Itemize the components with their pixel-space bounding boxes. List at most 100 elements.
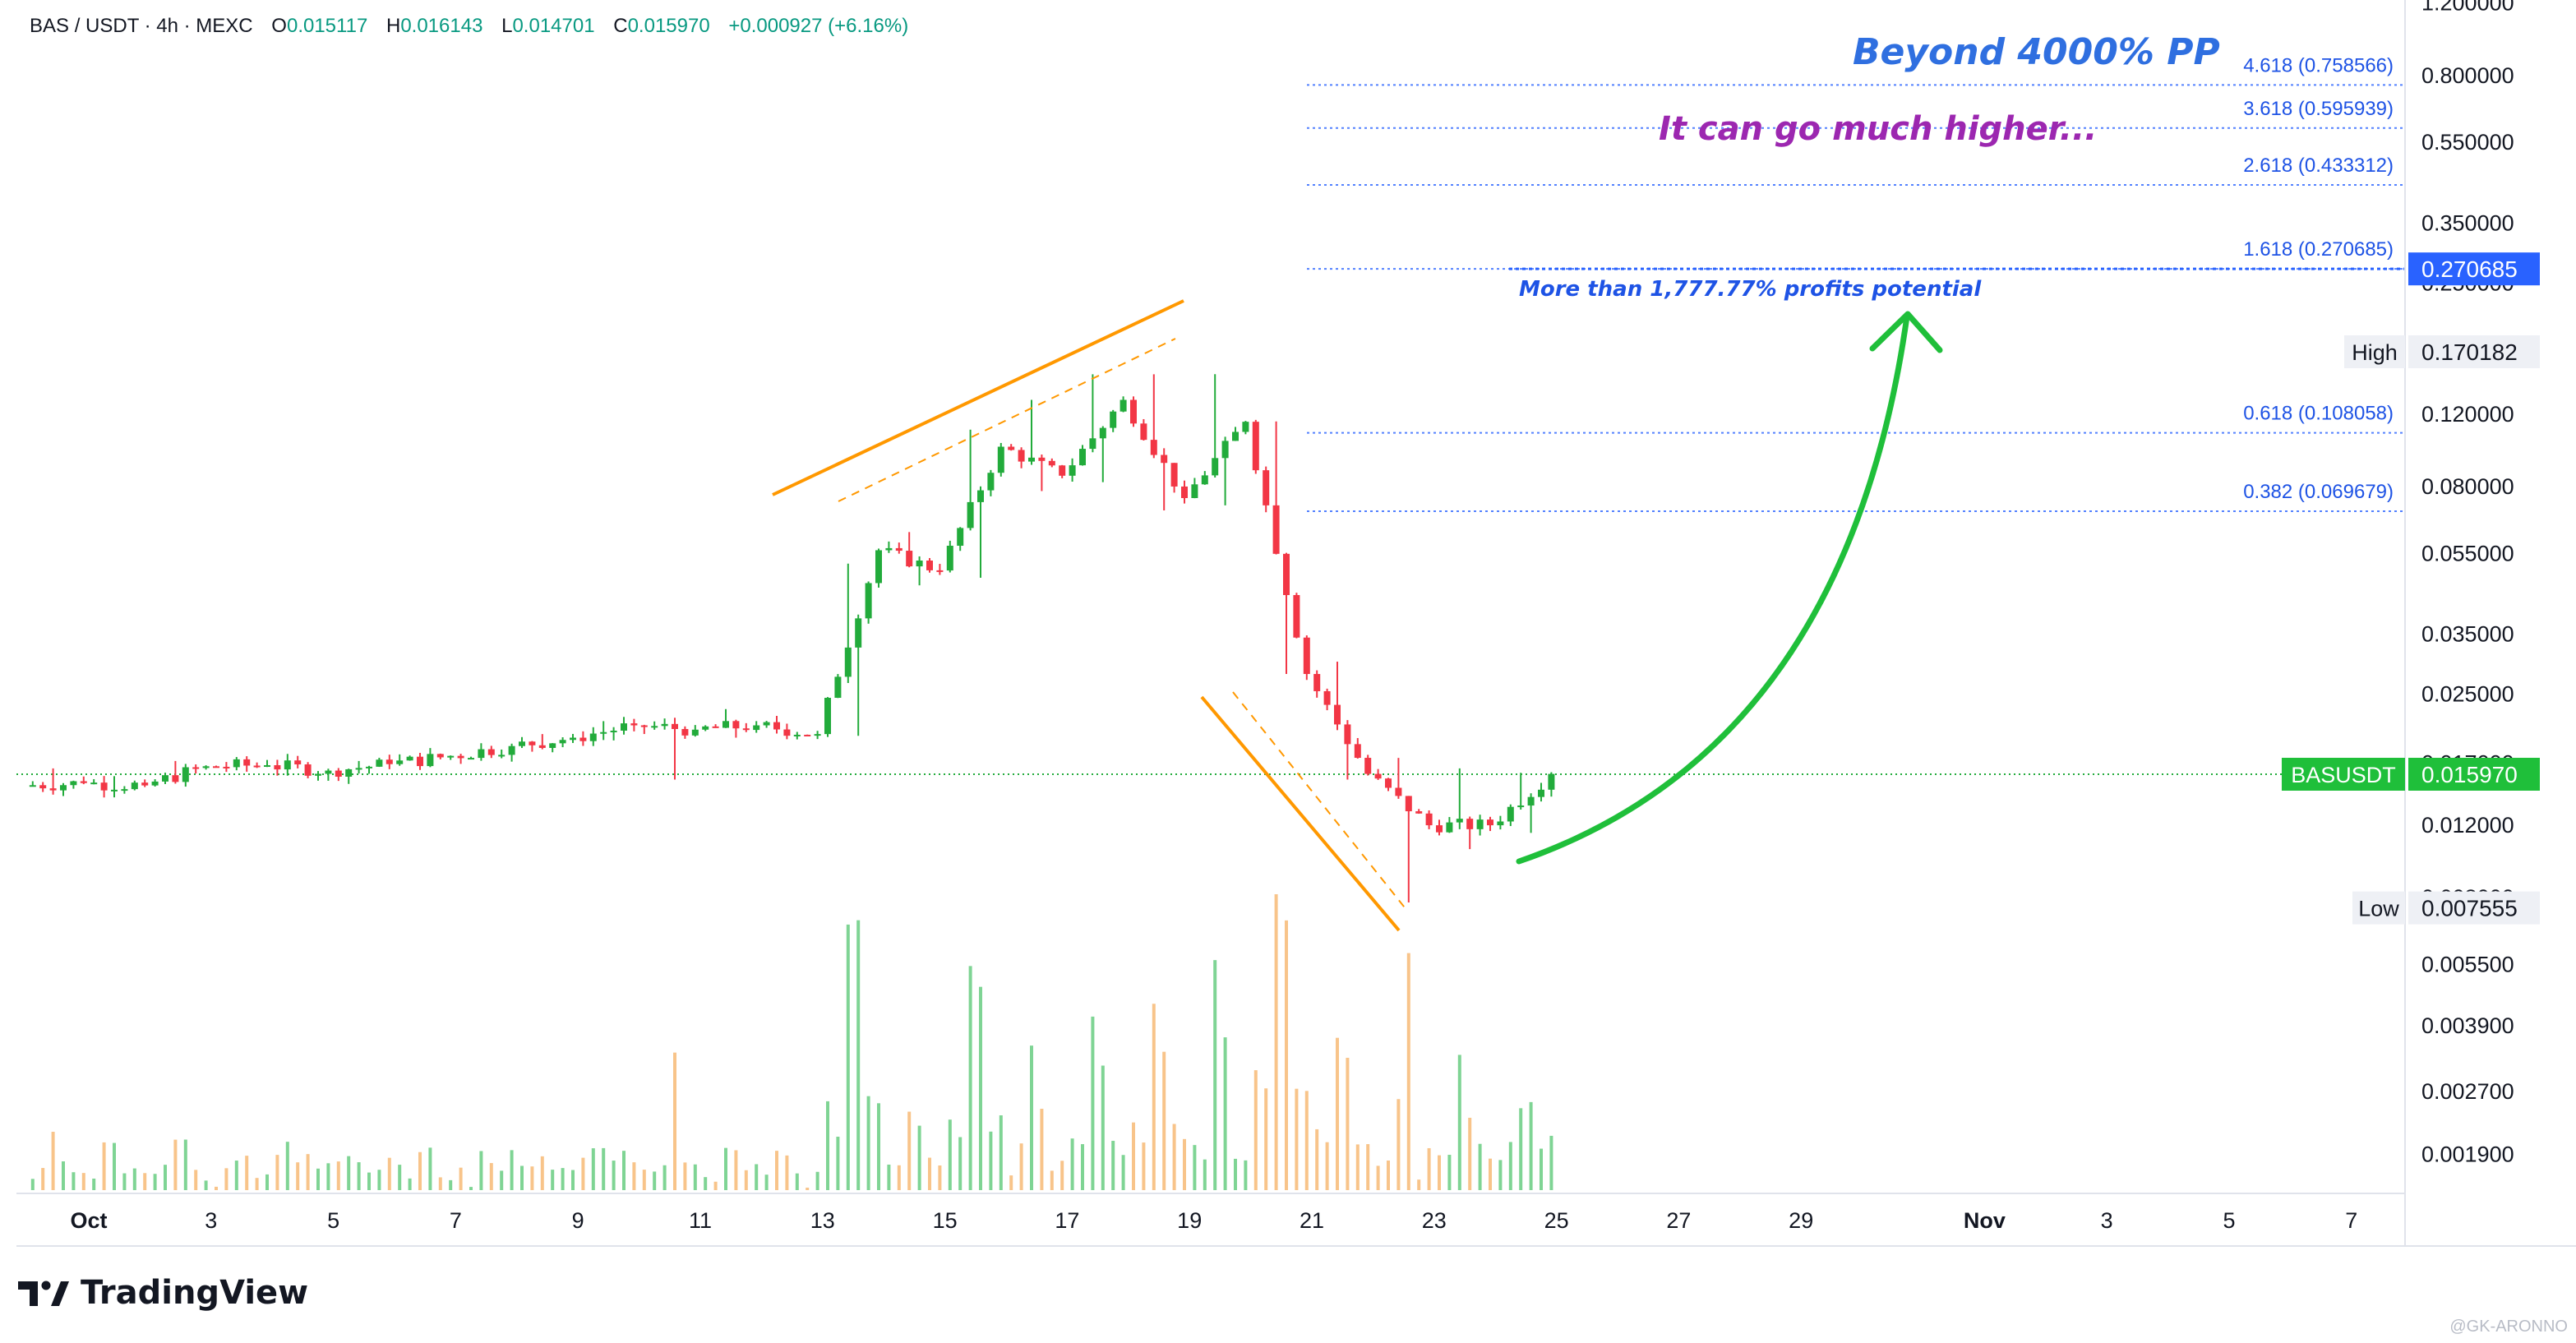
volume-bar xyxy=(1355,1144,1360,1190)
fib-level-label: 0.382 (0.069679) xyxy=(2243,481,2394,503)
volume-bar xyxy=(622,1151,626,1190)
volume-bar xyxy=(489,1163,493,1190)
volume-bar xyxy=(479,1151,483,1190)
candle-body xyxy=(1497,821,1504,826)
volume-bar xyxy=(92,1178,96,1190)
candle-body xyxy=(987,473,995,491)
candle-body xyxy=(468,758,474,760)
volume-bar xyxy=(938,1165,942,1190)
candle-body xyxy=(1212,458,1219,476)
volume-bar xyxy=(581,1157,585,1190)
volume-bar xyxy=(561,1168,565,1190)
time-tick-label: Oct xyxy=(70,1208,107,1233)
volume-bar xyxy=(326,1163,330,1190)
volume-bar xyxy=(928,1157,931,1190)
drawings xyxy=(772,299,1943,932)
candle-body xyxy=(1395,787,1402,796)
candle-body xyxy=(1048,460,1055,466)
low-tag-bg xyxy=(2352,891,2405,925)
candle-body xyxy=(202,766,210,768)
high-price-label: 0.170182 xyxy=(2421,339,2518,365)
volume-bar xyxy=(336,1161,340,1190)
price-tick-label: 0.550000 xyxy=(2421,130,2514,155)
headline-annotation: Beyond 4000% PP xyxy=(1853,31,2220,73)
tradingview-brand[interactable]: TradingView xyxy=(18,1274,308,1312)
subheadline-annotation: It can go much higher... xyxy=(1659,110,2097,148)
candle-body xyxy=(1385,778,1392,788)
symbol-tag-bg xyxy=(2282,758,2405,791)
volume-bar xyxy=(367,1172,371,1190)
candle-body xyxy=(141,782,149,786)
volume-bar xyxy=(1325,1142,1329,1190)
volume-bar xyxy=(917,1125,921,1190)
candle-body xyxy=(335,770,342,777)
candle-body xyxy=(600,731,607,734)
last-price-label-bg xyxy=(2408,758,2540,791)
price-tick-label: 1.200000 xyxy=(2421,0,2514,16)
volume-bar xyxy=(1285,920,1288,1190)
volume-bar xyxy=(1540,1148,1543,1190)
candle-body xyxy=(1181,486,1188,498)
candle-body xyxy=(1191,484,1198,498)
volume-bar xyxy=(815,1171,819,1190)
volume-bar xyxy=(428,1147,432,1190)
time-tick-label: 5 xyxy=(2223,1208,2235,1233)
candle-body xyxy=(722,721,729,728)
volume-bar xyxy=(1040,1108,1044,1190)
volume-bar xyxy=(62,1161,65,1190)
volume-bar xyxy=(1183,1138,1186,1190)
time-tick-label: 13 xyxy=(810,1208,835,1233)
volume-bar xyxy=(1111,1141,1115,1190)
candle-body xyxy=(529,741,536,745)
volume-bar xyxy=(704,1177,708,1190)
candle-body xyxy=(549,743,556,748)
candle-body xyxy=(223,766,230,768)
candle-body xyxy=(1487,819,1493,826)
low-tag: Low xyxy=(2358,897,2399,921)
candle-body xyxy=(1110,411,1117,428)
candle-body xyxy=(172,775,179,782)
candle-body xyxy=(1466,819,1474,829)
volume-bar xyxy=(877,1103,880,1190)
volume-bar xyxy=(1346,1058,1350,1190)
volume-bar xyxy=(734,1150,738,1190)
volume-bar xyxy=(948,1119,952,1190)
candle-body xyxy=(732,721,740,729)
volume-bar xyxy=(1132,1122,1135,1190)
candle-body xyxy=(355,768,362,770)
volume-bar xyxy=(449,1179,453,1190)
candle-body xyxy=(508,745,515,755)
volume-bar xyxy=(551,1170,555,1190)
candle-body xyxy=(447,755,455,758)
candle-body xyxy=(304,764,312,776)
candle-body xyxy=(1028,457,1035,462)
low-label: L xyxy=(501,15,513,37)
candle-body xyxy=(824,697,831,735)
symbol-info[interactable]: BAS / USDT · 4h · MEXC xyxy=(30,15,253,37)
candle-body xyxy=(1323,690,1331,705)
volume-bar xyxy=(1438,1155,1441,1190)
low-value: 0.014701 xyxy=(512,15,595,37)
candle-body xyxy=(1283,553,1290,596)
candle-body xyxy=(712,726,719,728)
ohlc-header: BAS / USDT · 4h · MEXC O0.015117 H0.0161… xyxy=(30,15,908,38)
axes: 1.2000000.8000000.5500000.3500000.250000… xyxy=(16,0,2576,1247)
candle-body xyxy=(253,765,261,768)
candle-body xyxy=(284,760,291,770)
volume-bar xyxy=(102,1142,106,1190)
candle-body xyxy=(29,785,36,787)
candle-body xyxy=(1079,449,1086,466)
candle-body xyxy=(957,528,964,546)
candle-body xyxy=(406,756,413,761)
candle-body xyxy=(661,723,668,727)
candle-body xyxy=(621,723,627,731)
candle-body xyxy=(1527,796,1535,806)
volume-bar xyxy=(1396,1099,1401,1190)
candle-body xyxy=(691,729,699,736)
price-tick-label: 0.035000 xyxy=(2421,622,2514,647)
candle-body xyxy=(865,583,872,619)
volume-bar xyxy=(540,1156,544,1190)
volume-bar xyxy=(1253,1070,1258,1190)
price-tick-label: 0.080000 xyxy=(2421,474,2514,499)
